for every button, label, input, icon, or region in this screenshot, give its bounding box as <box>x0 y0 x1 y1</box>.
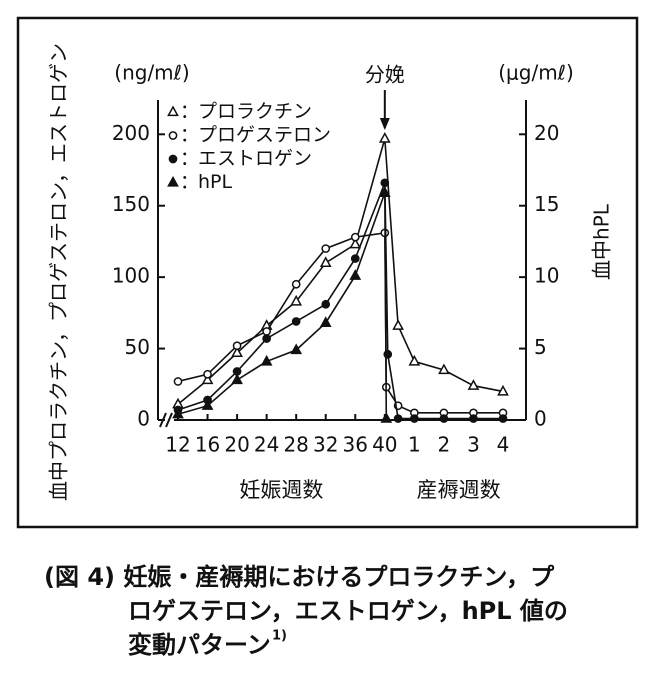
x-tick-label: 12 <box>165 433 190 457</box>
point <box>438 363 450 375</box>
legend-separator: ： <box>180 171 199 193</box>
caption-ref: 1) <box>272 629 287 644</box>
legend-label: hPL <box>198 171 232 193</box>
x-tick-label: 32 <box>313 433 338 457</box>
x-tick-label: 2 <box>438 433 451 457</box>
legend-marker <box>168 154 178 164</box>
legend-label: プロラクチン <box>198 101 312 123</box>
point <box>201 373 214 385</box>
point <box>349 269 362 280</box>
point <box>260 354 273 366</box>
y2-tick-label: 20 <box>534 121 559 145</box>
legend-separator: ： <box>180 101 199 123</box>
y2-axis-label: 血中hPL <box>590 203 614 280</box>
y2-unit: (μg/mℓ) <box>498 61 574 85</box>
x-tick-label: 20 <box>224 433 249 457</box>
point <box>350 254 360 263</box>
point <box>498 414 508 423</box>
annotation: 分娩 <box>365 63 405 87</box>
point <box>380 178 390 188</box>
axis-break <box>165 412 173 428</box>
point <box>380 412 393 423</box>
x-axis-label: 産褥週数 <box>417 478 501 502</box>
annotation-arrowhead <box>379 118 390 130</box>
legend-separator: ： <box>180 148 199 170</box>
caption-line: ロゲステロン，エストロゲン，hPL 値の <box>128 597 568 625</box>
point <box>393 414 403 423</box>
point <box>378 132 391 143</box>
y-axis-label: 血中プロラクチン，プロゲステロン，エストロゲン <box>47 43 71 501</box>
point <box>290 343 303 355</box>
legend-label: エストロゲン <box>198 148 312 170</box>
x-tick-label: 16 <box>195 433 220 457</box>
x-axis-label: 妊娠週数 <box>239 478 323 502</box>
point <box>497 384 509 396</box>
point <box>321 244 331 253</box>
y-tick-label: 200 <box>112 121 150 145</box>
y-tick-label: 100 <box>112 264 150 288</box>
point <box>291 279 301 289</box>
point <box>410 414 419 423</box>
x-tick-label: 36 <box>343 433 368 457</box>
x-tick-label: 1 <box>408 433 421 457</box>
point <box>350 232 360 242</box>
point <box>262 334 271 343</box>
point <box>321 299 331 309</box>
legend-label: プロゲステロン <box>198 124 331 146</box>
point <box>231 373 243 385</box>
point <box>290 294 303 306</box>
point <box>469 414 478 423</box>
x-tick-label: 24 <box>254 433 279 457</box>
point <box>467 379 480 390</box>
series-line <box>177 182 503 420</box>
point <box>319 256 332 268</box>
y-unit: (ng/mℓ) <box>114 61 189 85</box>
caption-line: 変動パターン <box>128 631 271 659</box>
point <box>349 237 362 249</box>
point <box>392 319 404 330</box>
legend-marker <box>167 175 179 187</box>
legend-marker <box>167 105 179 117</box>
point <box>203 369 212 379</box>
x-tick-label: 4 <box>497 433 510 457</box>
x-tick-label: 3 <box>467 433 480 457</box>
point <box>408 354 421 366</box>
point <box>439 414 449 423</box>
y-tick-label: 50 <box>125 335 150 359</box>
x-tick-label: 28 <box>283 433 308 457</box>
point <box>262 327 271 336</box>
x-tick-label: 40 <box>372 433 397 457</box>
frame <box>16 16 639 529</box>
series-line <box>177 231 503 414</box>
point <box>232 341 242 351</box>
caption-line: (図 4) 妊娠・産褥期におけるプロラクチン，プ <box>44 563 555 591</box>
point <box>319 316 332 328</box>
legend-separator: ： <box>180 124 199 146</box>
point <box>201 399 214 410</box>
y-tick-label: 150 <box>112 192 150 216</box>
point <box>172 407 184 419</box>
point <box>231 346 243 358</box>
y2-tick-label: 10 <box>534 264 559 288</box>
point <box>291 317 301 326</box>
point <box>173 377 183 386</box>
y2-tick-label: 5 <box>534 335 547 359</box>
y2-tick-label: 0 <box>534 407 547 431</box>
y-tick-label: 0 <box>137 407 150 431</box>
y2-tick-label: 15 <box>534 192 559 216</box>
point <box>378 186 391 198</box>
legend-marker <box>168 131 178 140</box>
